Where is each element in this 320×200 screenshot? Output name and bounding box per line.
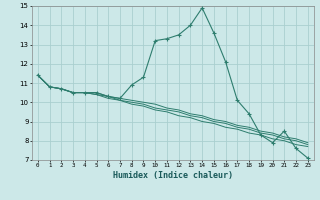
X-axis label: Humidex (Indice chaleur): Humidex (Indice chaleur) [113,171,233,180]
